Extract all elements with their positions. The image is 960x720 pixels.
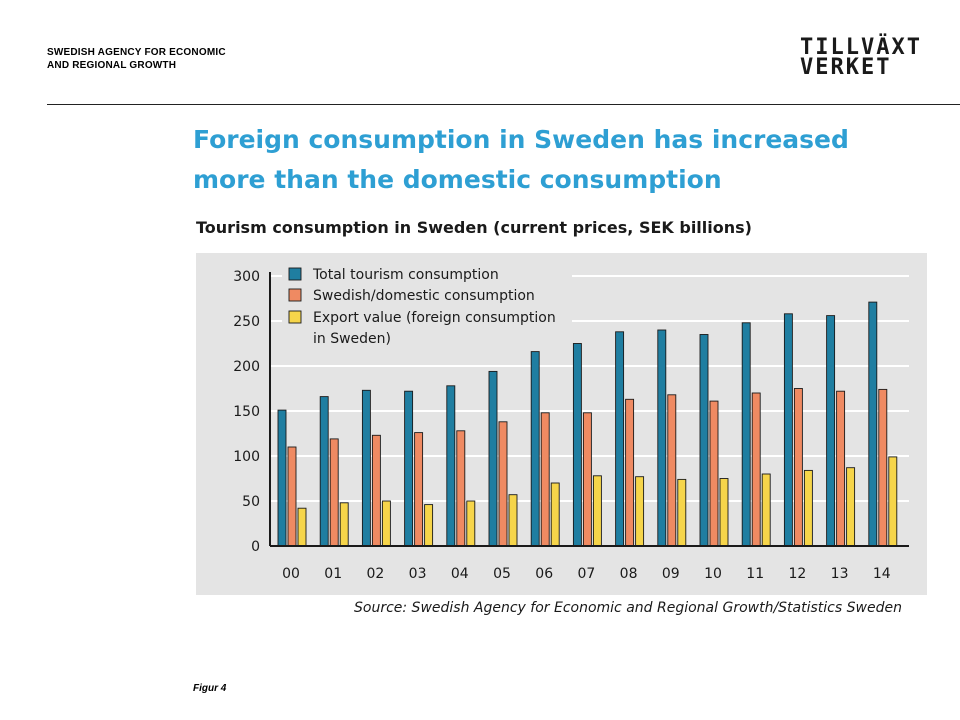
bar	[550, 482, 560, 547]
bar	[888, 456, 898, 547]
y-tick-label: 50	[242, 494, 260, 510]
agency-name: SWEDISH AGENCY FOR ECONOMIC AND REGIONAL…	[47, 46, 226, 72]
bar	[793, 388, 803, 547]
bar	[381, 500, 391, 547]
y-tick-label: 100	[233, 449, 260, 465]
x-tick-label: 14	[873, 566, 891, 582]
legend-label: Total tourism consumption	[312, 267, 499, 283]
x-tick-label: 03	[409, 566, 427, 582]
chart-source: Source: Swedish Agency for Economic and …	[354, 600, 902, 616]
bar	[803, 469, 813, 547]
logo-line1: TILLVÄXT	[800, 35, 922, 60]
x-tick-label: 05	[493, 566, 511, 582]
slide-title: Foreign consumption in Sweden has increa…	[193, 120, 913, 200]
bar	[414, 432, 424, 547]
y-tick-label: 300	[233, 269, 260, 285]
bar	[582, 412, 592, 547]
legend-swatch	[288, 310, 302, 324]
legend-swatch	[288, 267, 302, 281]
x-tick-label: 04	[451, 566, 469, 582]
bar	[277, 409, 287, 547]
bar	[287, 446, 297, 547]
bar	[530, 351, 540, 547]
legend-label: Export value (foreign consumption	[313, 310, 556, 326]
bar	[741, 322, 751, 547]
y-tick-label: 150	[233, 404, 260, 420]
slide-title-line2: more than the domestic consumption	[193, 165, 722, 194]
bar	[488, 370, 498, 547]
bar	[498, 421, 508, 547]
x-tick-label: 10	[704, 566, 722, 582]
tourism-bar-chart: 0 50 100 150 200 250 300 00 01 02 03 04 05 06 07 08 09 10…	[233, 267, 909, 582]
bar	[751, 392, 761, 547]
bar	[329, 438, 339, 547]
slide-title-line1: Foreign consumption in Sweden has increa…	[193, 125, 849, 154]
x-tick-label: 06	[535, 566, 553, 582]
bar	[635, 476, 645, 547]
bar	[424, 504, 434, 547]
x-tick-label: 01	[324, 566, 342, 582]
legend-swatch	[288, 288, 302, 302]
bar	[508, 494, 518, 547]
agency-name-line2: AND REGIONAL GROWTH	[47, 60, 177, 71]
bar	[361, 389, 371, 547]
bar	[878, 388, 888, 547]
y-tick-label: 250	[233, 314, 260, 330]
x-tick-label: 09	[662, 566, 680, 582]
bar	[868, 301, 878, 547]
bar	[836, 390, 846, 547]
bar	[319, 396, 329, 547]
bar	[446, 385, 456, 547]
bar	[339, 502, 349, 547]
x-tick-label: 13	[831, 566, 849, 582]
chart-title: Tourism consumption in Sweden (current p…	[196, 218, 752, 237]
y-tick-label: 200	[233, 359, 260, 375]
bar	[709, 400, 719, 547]
bar	[699, 334, 709, 547]
x-tick-label: 08	[620, 566, 638, 582]
legend-backdrop	[282, 267, 572, 359]
x-tick-label: 07	[577, 566, 595, 582]
x-tick-label: 00	[282, 566, 300, 582]
bar	[404, 390, 414, 547]
bar	[657, 329, 667, 547]
bar	[667, 394, 677, 547]
x-tick-label: 12	[788, 566, 806, 582]
y-tick-label: 0	[251, 539, 260, 555]
bar	[592, 475, 602, 547]
bar	[540, 412, 550, 547]
bar	[625, 398, 635, 547]
bar	[297, 507, 307, 547]
bar	[466, 500, 476, 547]
logo-line2: VERKET	[800, 55, 892, 80]
legend-label: in Sweden)	[313, 331, 391, 347]
bar	[456, 430, 466, 547]
header-divider	[47, 104, 960, 105]
bar	[677, 478, 687, 547]
tillvaxtverket-logo: TILLVÄXT VERKET	[800, 35, 922, 80]
bar	[615, 331, 625, 547]
bar	[826, 315, 836, 547]
bar	[761, 473, 771, 547]
bar	[783, 313, 793, 547]
bar	[846, 467, 856, 547]
agency-name-line1: SWEDISH AGENCY FOR ECONOMIC	[47, 47, 226, 58]
figure-label: Figur 4	[193, 683, 227, 694]
x-tick-label: 02	[366, 566, 384, 582]
x-tick-label: 11	[746, 566, 764, 582]
bar	[572, 343, 582, 547]
bar	[371, 434, 381, 547]
bar	[719, 478, 729, 547]
legend-label: Swedish/domestic consumption	[313, 288, 535, 304]
